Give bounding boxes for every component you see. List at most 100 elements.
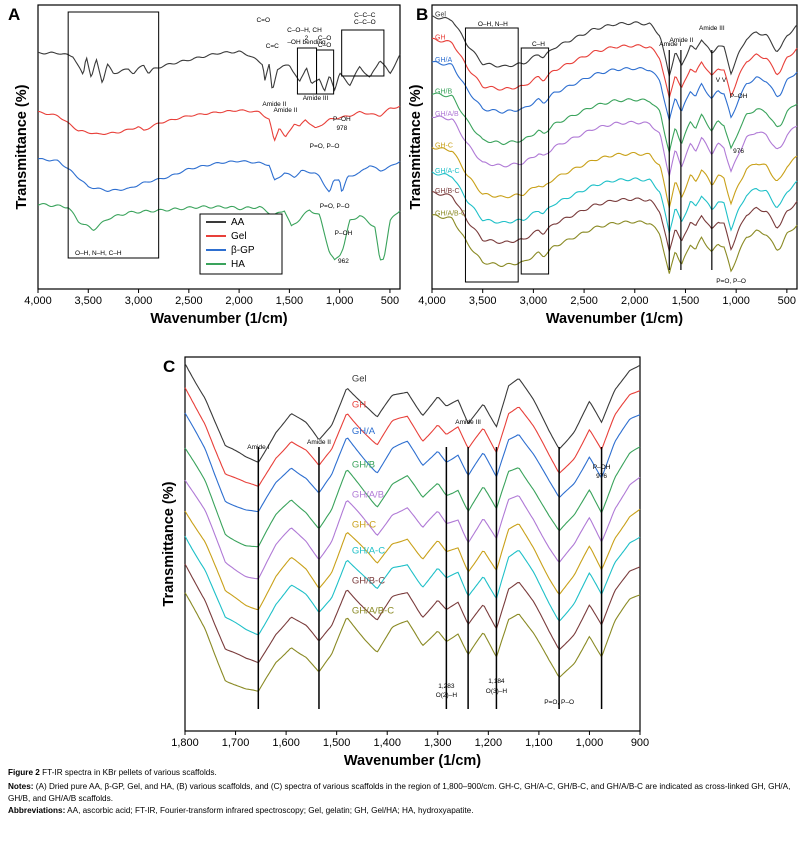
annotation-label: O–H, N–H, C–H: [75, 250, 122, 257]
annotation-label: C–C–O: [354, 19, 376, 26]
spectrum-line-ghb: [431, 92, 798, 153]
series-label: Gel: [435, 12, 446, 19]
plot-frame: [184, 356, 641, 732]
annotation-label: C=C: [266, 43, 279, 50]
region-box: [520, 47, 550, 275]
legend-label: Gel: [231, 231, 247, 242]
series-label: GH/A: [352, 426, 376, 437]
annotation-label: C=O: [256, 17, 270, 24]
caption-abbrev: Abbreviations: AA, ascorbic acid; FT-IR,…: [8, 805, 803, 817]
spectrum-line-gh: [431, 37, 798, 98]
spectrum-line-ghb: [184, 446, 641, 548]
spectrum-line-ghbc: [431, 191, 798, 252]
annotation-label: 976: [596, 473, 607, 480]
x-tick-label: 2,000: [621, 295, 649, 307]
x-tick-label: 3,000: [520, 295, 548, 307]
x-tick-label: 1,000: [722, 295, 750, 307]
x-tick-label: 3,500: [469, 295, 497, 307]
x-tick-label: 1,700: [222, 737, 250, 749]
annotation-label: O(2)–H: [436, 692, 458, 699]
y-axis-label: Transmittance (%): [408, 84, 424, 209]
x-tick-label: 1,500: [276, 295, 304, 307]
series-label: GH-C: [352, 519, 376, 530]
notes-label: Notes:: [8, 782, 34, 791]
x-tick-label: 2,500: [175, 295, 203, 307]
series-label: GH: [435, 34, 446, 41]
annotation-label: P–OH: [335, 230, 353, 237]
x-tick-label: 900: [631, 737, 649, 749]
x-tick-label: 3,000: [125, 295, 153, 307]
spectrum-line-gp: [37, 157, 401, 193]
annotation-label: O(3)–H: [486, 688, 508, 695]
annotation-label: 2: [305, 35, 309, 42]
x-tick-label: 1,400: [373, 737, 401, 749]
spectrum-line-gel: [37, 105, 401, 142]
spectrum-line-ghac: [184, 535, 641, 636]
x-tick-label: 500: [778, 295, 796, 307]
x-tick-label: 1,500: [323, 737, 351, 749]
x-tick-label: 500: [381, 295, 399, 307]
annotation-label: P–OH: [333, 116, 351, 123]
spectrum-line-ghc: [431, 147, 798, 209]
legend-label: AA: [231, 217, 245, 228]
x-axis-label: Wavenumber (1/cm): [546, 311, 683, 327]
annotation-label: Amide III: [455, 419, 481, 426]
x-tick-label: 3,500: [75, 295, 103, 307]
panel-letter: C: [163, 357, 175, 376]
series-label: GH/B: [435, 88, 452, 95]
annotation-label: Amide II: [669, 37, 693, 44]
annotation-label: Amide II: [307, 439, 331, 446]
region-box: [67, 11, 160, 259]
legend-label: HA: [231, 259, 245, 270]
spectrum-line-ghab: [431, 115, 798, 177]
annotation-label: P=O, P–O: [544, 699, 574, 706]
annotation-label: P–OH: [593, 464, 611, 471]
spectrum-line-ghbc: [184, 563, 641, 664]
plot-frame: [431, 4, 798, 290]
panel-letter: A: [8, 5, 20, 24]
series-label: GH/A/B: [435, 111, 459, 118]
annotation-label: V: [722, 77, 727, 84]
annotation-label: C–O–H, CH: [287, 27, 322, 34]
annotation-label: V: [716, 77, 721, 84]
spectrum-line-gel: [184, 363, 641, 463]
series-label: GH/A/B: [352, 489, 384, 500]
caption-title-line: Figure 2 FT-IR spectra in KBr pellets of…: [8, 767, 803, 779]
annotation-label: O–H, N–H: [478, 21, 508, 28]
annotation-label: Amide I: [247, 444, 269, 451]
spectrum-line-gel: [431, 15, 798, 77]
series-label: GH/A-C: [352, 545, 385, 556]
spectrum-line-ghc: [184, 508, 641, 611]
region-box: [464, 27, 519, 283]
annotation-label: C–O: [318, 42, 331, 49]
series-label: GH/A/B-C: [352, 605, 394, 616]
x-tick-label: 2,500: [570, 295, 598, 307]
annotation-label: 1,184: [488, 678, 505, 685]
series-label: GH/A/B-C: [435, 210, 466, 217]
x-tick-label: 2,000: [225, 295, 253, 307]
caption-title: FT-IR spectra in KBr pellets of various …: [42, 768, 217, 777]
legend-label: β-GP: [231, 245, 255, 256]
spectrum-line-gh: [184, 387, 641, 487]
annotation-label: Amide II: [273, 107, 297, 114]
series-label: GH: [352, 400, 366, 411]
region-box: [341, 29, 385, 77]
series-label: GH/B-C: [435, 188, 460, 195]
annotation-label: 962: [338, 258, 349, 265]
spectrum-line-aa: [37, 50, 401, 92]
spectrum-line-ghab: [184, 476, 641, 580]
x-tick-label: 1,500: [672, 295, 700, 307]
annotation-label: 1,283: [438, 683, 455, 690]
x-axis-label: Wavenumber (1/cm): [150, 311, 287, 327]
annotation-label: Amide III: [303, 95, 329, 102]
annotation-label: 978: [336, 125, 347, 132]
annotation-label: C–O: [318, 35, 331, 42]
spectrum-line-ghac: [431, 171, 798, 233]
x-tick-label: 4,000: [24, 295, 52, 307]
series-label: GH/B: [352, 459, 375, 470]
x-tick-label: 1,100: [525, 737, 553, 749]
x-tick-label: 1,800: [171, 737, 199, 749]
annotation-label: –OH bending: [287, 39, 326, 46]
caption-label: Figure 2: [8, 768, 40, 777]
region-box: [316, 49, 335, 95]
